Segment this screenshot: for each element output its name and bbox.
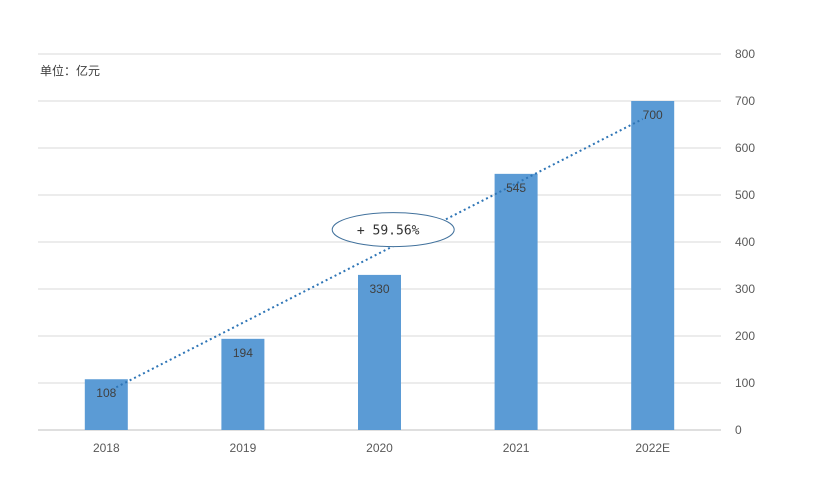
y-tick-label: 600: [735, 141, 755, 155]
bar-2021: [494, 173, 538, 430]
x-tick-label: 2020: [366, 441, 393, 455]
bar-2018: [84, 379, 128, 430]
data-label-2020: 330: [369, 282, 389, 296]
y-tick-label: 400: [735, 235, 755, 249]
data-label-2019: 194: [233, 346, 253, 360]
y-tick-label: 200: [735, 329, 755, 343]
bars: [84, 101, 675, 430]
x-tick-label: 2018: [93, 441, 120, 455]
callout-ellipse: [331, 212, 455, 248]
x-axis-ticks: 2018 2019 2020 2021 2022E: [93, 441, 670, 455]
trendline: [115, 118, 644, 389]
data-label-2022E: 700: [643, 108, 663, 122]
y-tick-label: 300: [735, 282, 755, 296]
x-tick-label: 2022E: [635, 441, 670, 455]
data-label-2018: 108: [96, 386, 116, 400]
data-labels: 108 194 330 545 700: [96, 108, 663, 400]
y-axis-ticks: 0 100 200 300 400 500 600 700 800: [735, 47, 755, 437]
y-tick-label: 800: [735, 47, 755, 61]
y-tick-label: 0: [735, 423, 742, 437]
y-tick-label: 100: [735, 376, 755, 390]
unit-label: 单位：亿元: [40, 64, 101, 78]
y-tick-label: 500: [735, 188, 755, 202]
y-tick-label: 700: [735, 94, 755, 108]
growth-rate-label: + 59.56%: [357, 224, 420, 239]
bar-2019: [221, 338, 265, 430]
growth-callout: + 59.56%: [331, 212, 455, 248]
x-tick-label: 2019: [230, 441, 257, 455]
bar-2020: [358, 274, 401, 430]
data-label-2021: 545: [506, 181, 526, 195]
x-tick-label: 2021: [503, 441, 530, 455]
bar-2022E: [631, 101, 675, 430]
trendline-group: [115, 118, 644, 389]
